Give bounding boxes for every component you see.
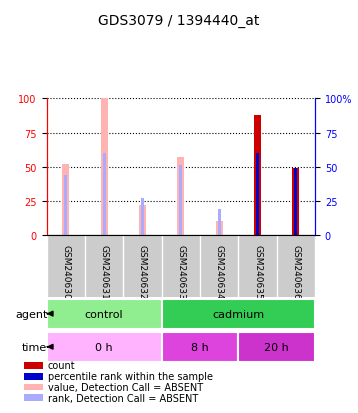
Bar xyxy=(161,332,238,362)
Text: control: control xyxy=(85,309,124,319)
Text: GSM240634: GSM240634 xyxy=(215,244,224,299)
Bar xyxy=(64,176,67,235)
Text: GSM240631: GSM240631 xyxy=(100,244,108,299)
Bar xyxy=(101,99,107,235)
Bar xyxy=(141,199,144,235)
Text: cadmium: cadmium xyxy=(212,309,265,319)
Text: GSM240630: GSM240630 xyxy=(61,244,70,299)
Bar xyxy=(62,164,69,235)
Text: value, Detection Call = ABSENT: value, Detection Call = ABSENT xyxy=(48,382,203,392)
Bar xyxy=(161,299,315,329)
Text: rank, Detection Call = ABSENT: rank, Detection Call = ABSENT xyxy=(48,393,198,403)
Bar xyxy=(292,169,299,235)
Bar xyxy=(139,205,146,235)
Bar xyxy=(238,332,315,362)
Bar xyxy=(102,154,106,235)
Bar xyxy=(294,169,297,235)
Text: time: time xyxy=(22,342,47,352)
Text: GSM240632: GSM240632 xyxy=(138,244,147,299)
Text: GSM240636: GSM240636 xyxy=(291,244,300,299)
Bar xyxy=(47,299,161,329)
Bar xyxy=(24,362,43,369)
Bar xyxy=(47,332,161,362)
Text: 20 h: 20 h xyxy=(264,342,289,352)
Text: percentile rank within the sample: percentile rank within the sample xyxy=(48,371,213,381)
Bar xyxy=(256,154,259,235)
Text: GDS3079 / 1394440_at: GDS3079 / 1394440_at xyxy=(98,14,260,28)
Bar xyxy=(254,116,261,235)
Bar xyxy=(24,394,43,401)
Text: agent: agent xyxy=(15,309,47,319)
Text: count: count xyxy=(48,360,75,370)
Bar xyxy=(177,158,184,235)
Bar xyxy=(179,166,182,235)
Bar xyxy=(24,384,43,391)
Bar xyxy=(216,222,223,235)
Text: GSM240633: GSM240633 xyxy=(176,244,185,299)
Text: 8 h: 8 h xyxy=(191,342,209,352)
Text: GSM240635: GSM240635 xyxy=(253,244,262,299)
Bar xyxy=(218,209,221,235)
Bar xyxy=(24,373,43,380)
Text: 0 h: 0 h xyxy=(95,342,113,352)
